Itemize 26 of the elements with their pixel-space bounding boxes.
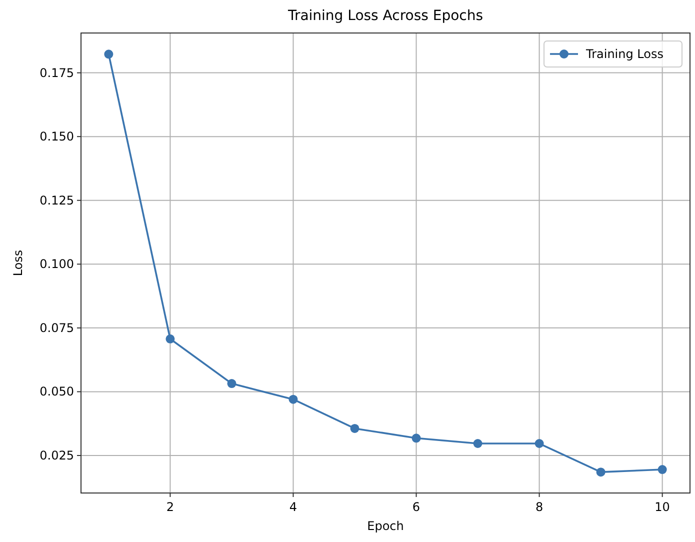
point bbox=[288, 394, 298, 404]
x-tick-label: 6 bbox=[412, 500, 420, 514]
point bbox=[350, 424, 360, 433]
y-tick-label: 0.100 bbox=[40, 257, 74, 272]
chart-title: Training Loss Across Epochs bbox=[286, 8, 484, 24]
point bbox=[166, 334, 175, 344]
y-tick-label: 0.075 bbox=[40, 320, 74, 335]
point bbox=[104, 50, 114, 59]
y-axis-title: Loss bbox=[11, 250, 25, 276]
legend-label: Training Loss bbox=[585, 47, 664, 61]
y-tick-label: 0.050 bbox=[40, 384, 74, 399]
x-tick-label: 2 bbox=[166, 500, 174, 514]
point bbox=[227, 379, 236, 388]
x-tick-label: 4 bbox=[289, 500, 298, 514]
x-axis-title: Epoch bbox=[367, 519, 404, 533]
y-tick-label: 0.175 bbox=[40, 66, 74, 80]
y-tick-label: 0.025 bbox=[40, 448, 74, 462]
x-tick-label: 10 bbox=[654, 500, 670, 514]
point bbox=[412, 434, 421, 443]
y-tick-label: 0.125 bbox=[40, 193, 74, 208]
point bbox=[473, 439, 482, 448]
x-tick-label: 8 bbox=[535, 500, 544, 514]
point bbox=[534, 439, 544, 448]
point bbox=[658, 465, 667, 474]
y-tick-label: 0.150 bbox=[40, 130, 74, 144]
point bbox=[596, 468, 606, 477]
